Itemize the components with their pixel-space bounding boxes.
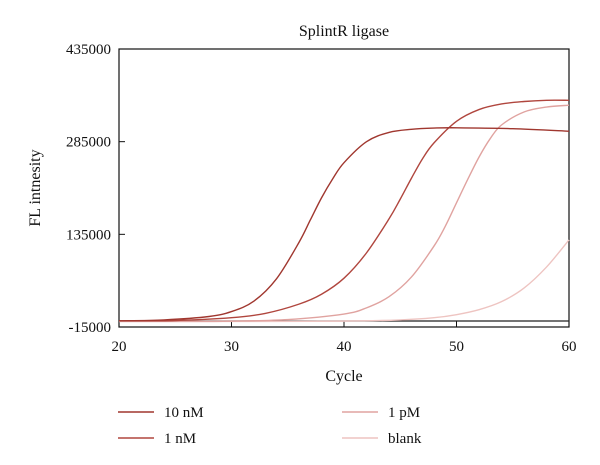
- plot-area: [118, 48, 570, 328]
- legend-label: 1 pM: [388, 405, 420, 421]
- y-axis: -15000 135000 285000 435000: [66, 42, 125, 336]
- x-tick-label: 30: [224, 339, 239, 355]
- series-lines: [118, 99, 570, 323]
- chart-title: SplintR ligase: [299, 23, 389, 40]
- legend-item-blank: blank: [342, 431, 422, 447]
- legend-label: blank: [388, 431, 422, 447]
- y-tick-label: -15000: [69, 320, 112, 336]
- x-tick-label: 40: [337, 339, 352, 355]
- y-axis-label: FL intnesity: [27, 149, 44, 226]
- x-tick-label: 50: [449, 339, 464, 355]
- legend-item-1-nm: 1 nM: [118, 431, 196, 447]
- legend-item-10-nm: 10 nM: [118, 405, 204, 421]
- series-line-blank: [118, 239, 570, 323]
- x-axis-label: Cycle: [325, 368, 362, 385]
- x-tick-label: 60: [562, 339, 577, 355]
- legend-item-1-pm: 1 pM: [342, 405, 420, 421]
- y-tick-label: 435000: [66, 42, 111, 58]
- y-tick-label: 135000: [66, 227, 111, 243]
- x-tick-label: 20: [112, 339, 127, 355]
- legend-label: 1 nM: [164, 431, 196, 447]
- series-line-1-nm: [118, 99, 570, 322]
- y-tick-label: 285000: [66, 135, 111, 151]
- x-axis: 20 30 40 50 60: [112, 321, 577, 355]
- legend-label: 10 nM: [164, 405, 204, 421]
- legend: 10 nM 1 nM 1 pM blank: [118, 405, 422, 447]
- series-line-10-nm: [118, 127, 570, 322]
- series-line-1-pm: [118, 104, 570, 323]
